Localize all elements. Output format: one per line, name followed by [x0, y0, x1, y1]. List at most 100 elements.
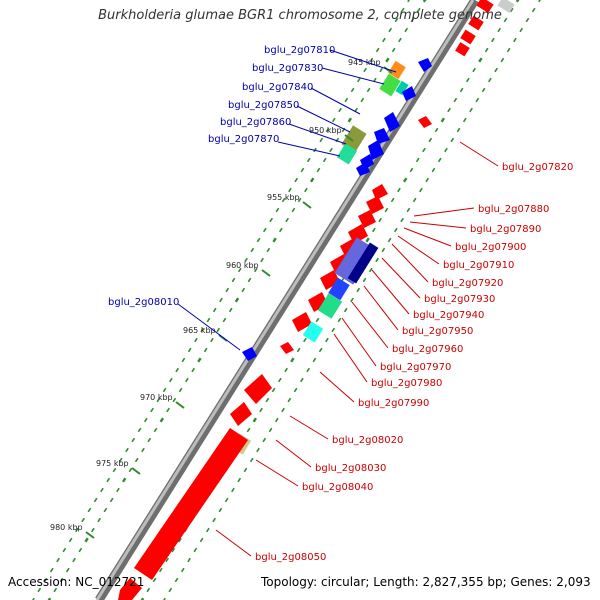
tick-dot [256, 447, 260, 453]
reverse-gene-label[interactable]: bglu_2g07870 [208, 134, 279, 145]
tick-dot [78, 547, 83, 553]
forward-gene-label[interactable]: bglu_2g07940 [413, 310, 484, 321]
reverse-gene-label[interactable]: bglu_2g08010 [108, 297, 179, 308]
tick-dot [538, 0, 541, 3]
tick-dot [357, 77, 361, 83]
forward-gene-label[interactable]: bglu_2g07880 [478, 204, 549, 215]
tick-dot [187, 557, 191, 563]
forward-gene-label[interactable]: bglu_2g07980 [371, 378, 442, 389]
tick-dot [329, 147, 333, 153]
forward-gene-label[interactable]: bglu_2g07970 [380, 362, 451, 373]
tick-dot [75, 527, 79, 533]
gene-fragment-top-1 [476, 0, 494, 13]
tick-dot [106, 477, 111, 483]
tick-dot [394, 227, 398, 233]
tick-dot [400, 217, 404, 223]
ruler-label: 965 kbp [183, 326, 216, 335]
forward-gene-label[interactable]: bglu_2g08050 [255, 552, 326, 563]
gene-reverse-2 [402, 86, 416, 101]
tick-dot [37, 587, 42, 593]
reverse-gene-label[interactable]: bglu_2g07810 [264, 45, 335, 56]
forward-gene-label[interactable]: bglu_2g07930 [424, 294, 495, 305]
tick-dot [422, 147, 426, 153]
tick-dot [382, 37, 386, 43]
tick-dot [318, 347, 323, 353]
forward-gene-label[interactable]: bglu_2g07950 [402, 326, 473, 337]
tick-dot [296, 347, 301, 353]
tick-dot [100, 487, 104, 493]
gene-forward-j [244, 374, 272, 404]
reverse-gene-label[interactable]: bglu_2g07840 [242, 82, 313, 93]
tick-dot [291, 207, 296, 213]
topology-text: Topology: circular; Length: 2,827,355 bp… [261, 575, 591, 589]
tick-dot [409, 167, 414, 173]
forward-gene-label[interactable]: bglu_2g07890 [470, 224, 541, 235]
tick-dot [262, 437, 267, 443]
tick-dot [491, 37, 495, 43]
gene-block-teal [395, 80, 409, 96]
tick-dot [68, 537, 73, 543]
reverse-gene-label[interactable]: bglu_2g07830 [252, 63, 323, 74]
gene-forward-i [292, 312, 312, 332]
tick-dot [450, 137, 455, 143]
tick-dot [259, 407, 263, 413]
tick-dot [509, 7, 514, 13]
tick-dot [59, 577, 64, 583]
gene-reverse-1 [418, 58, 432, 72]
tick-dot [306, 157, 311, 163]
forward-gene-label[interactable]: bglu_2g08040 [302, 482, 373, 493]
tick-dot [379, 67, 383, 73]
forward-gene-label[interactable]: bglu_2g08030 [315, 463, 386, 474]
tick-dot [390, 197, 395, 203]
tick-dot [216, 327, 221, 333]
tick-dot [437, 157, 442, 163]
tick-dot [178, 387, 183, 393]
tick-dot [162, 387, 167, 393]
forward-gene-label[interactable]: bglu_2g07920 [432, 278, 503, 289]
tick-dot [400, 7, 405, 13]
chromosome-backbone-highlight [95, 0, 475, 600]
reverse-gene-label[interactable]: bglu_2g07850 [228, 100, 299, 111]
forward-gene-connector [403, 227, 452, 247]
gene-forward-b [366, 196, 384, 214]
tick-dot [287, 397, 292, 403]
reverse-gene-connector [177, 303, 241, 351]
forward-gene-label[interactable]: bglu_2g07910 [443, 260, 514, 271]
gene-block-cyan-1 [336, 143, 358, 165]
tick-dot [172, 397, 177, 403]
tick-dot [218, 507, 223, 513]
gene-reverse-3 [384, 112, 400, 132]
tick-dot [147, 437, 152, 443]
tick-dot [513, 37, 517, 43]
forward-gene-label[interactable]: bglu_2g07820 [502, 162, 573, 173]
tick-dot [322, 157, 327, 163]
forward-gene-label[interactable]: bglu_2g08020 [332, 435, 403, 446]
forward-gene-label[interactable]: bglu_2g07960 [392, 344, 463, 355]
tick-dot [210, 337, 214, 343]
forward-gene-label[interactable]: bglu_2g07990 [358, 398, 429, 409]
tick-dot [362, 277, 367, 283]
tick-dot [497, 27, 502, 33]
tick-dot [141, 447, 145, 453]
tick-dot [244, 257, 248, 263]
tick-dot [193, 547, 198, 553]
ruler-label: 960 kbp [226, 261, 259, 270]
forward-gene-connector [319, 371, 355, 403]
forward-gene-connector [371, 269, 410, 315]
tick-dot [203, 347, 208, 353]
tick-dot [152, 577, 157, 583]
tick-dot [159, 417, 164, 423]
tick-dot [103, 507, 108, 513]
tick-dot [338, 107, 342, 113]
tick-dot [269, 217, 273, 223]
reverse-gene-label[interactable]: bglu_2g07860 [220, 117, 291, 128]
tick-dot [403, 177, 408, 183]
tick-dot [153, 427, 158, 433]
tick-dot [337, 317, 342, 323]
tick-dot [315, 317, 320, 323]
tick-dot [194, 337, 198, 343]
tick-dot [206, 527, 210, 533]
ruler-label: 975 kbp [96, 459, 129, 468]
tick-dot [43, 577, 48, 583]
forward-gene-label[interactable]: bglu_2g07900 [455, 242, 526, 253]
